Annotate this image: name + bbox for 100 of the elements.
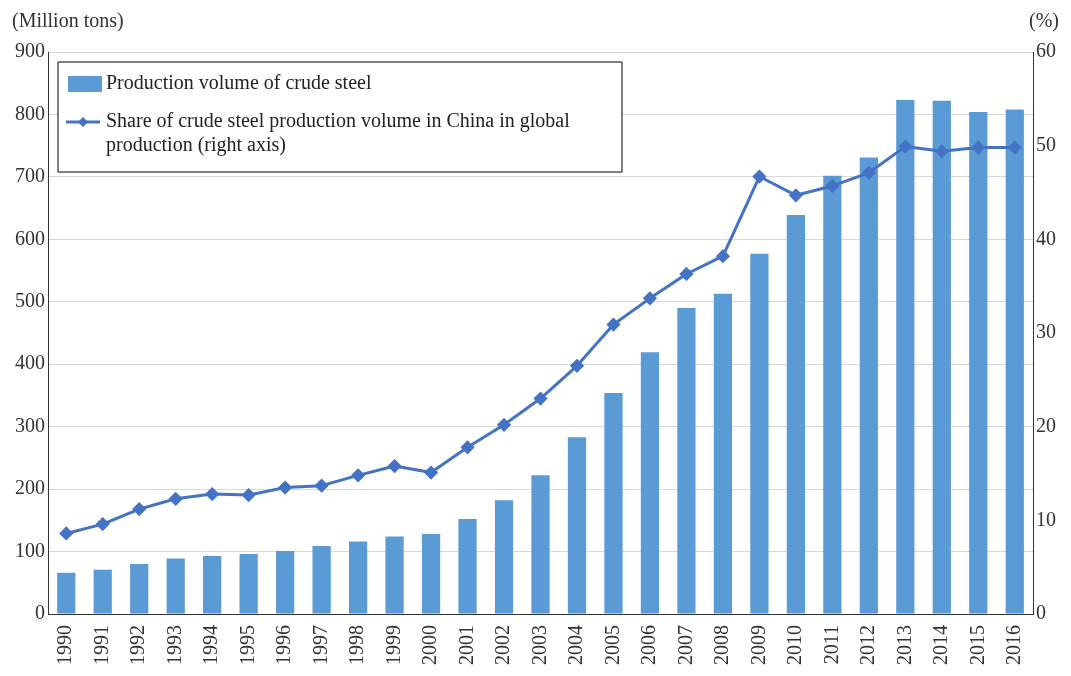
y-axis-title: (Million tons)	[12, 9, 124, 33]
y-tick-label: 300	[15, 413, 45, 436]
legend-label: Share of crude steel production volume in China in global production (right axis)	[106, 109, 571, 157]
bar	[567, 437, 587, 614]
point	[935, 144, 949, 158]
bar	[713, 293, 733, 614]
bar	[312, 545, 331, 614]
x-tick-label: 1991	[89, 625, 112, 665]
point	[752, 170, 766, 184]
x-tick-label: 2015	[965, 625, 988, 665]
x-tick-label: 2016	[1002, 625, 1025, 665]
y-tick-label: 100	[15, 538, 45, 561]
bar	[786, 214, 805, 614]
bar	[239, 554, 258, 614]
y2-tick-label: 0	[1036, 601, 1046, 624]
point	[461, 440, 475, 454]
x-tick-label: 1993	[162, 625, 185, 665]
x-tick-label: 2013	[892, 625, 915, 665]
point	[96, 517, 110, 531]
y-tick-label: 0	[35, 601, 45, 624]
bar	[604, 392, 623, 614]
bar	[421, 534, 441, 614]
x-tick-label: 2005	[600, 625, 623, 665]
x-tick-label: 1998	[345, 625, 368, 665]
y-tick-label: 800	[15, 101, 45, 124]
x-tick-label: 1992	[126, 625, 149, 665]
bar	[130, 564, 149, 614]
y-tick-label: 500	[15, 289, 45, 312]
y2-tick-label: 60	[1036, 39, 1056, 62]
y2-tick-label: 30	[1036, 320, 1056, 343]
bar	[932, 100, 951, 614]
x-tick-label: 2002	[491, 625, 514, 665]
bar	[276, 550, 295, 614]
point	[59, 526, 73, 540]
bar	[458, 519, 477, 614]
x-tick-label: 1996	[272, 625, 295, 665]
y-tick-label: 200	[15, 476, 45, 499]
x-tick-label: 2010	[783, 625, 806, 665]
y2-tick-label: 40	[1036, 226, 1056, 249]
x-tick-label: 1997	[308, 625, 331, 665]
y-tick-label: 400	[15, 351, 45, 374]
y-tick-label: 900	[15, 39, 45, 62]
x-tick-label: 2006	[637, 625, 660, 665]
bar	[750, 253, 769, 614]
point	[169, 492, 183, 506]
bar	[57, 572, 76, 614]
point	[570, 359, 584, 373]
legend-label: Production volume of crude steel	[106, 71, 372, 94]
bar	[348, 541, 368, 614]
point	[898, 140, 912, 154]
bar	[640, 352, 660, 614]
bar	[823, 175, 842, 614]
y2-tick-label: 50	[1036, 132, 1056, 155]
x-tick-label: 2001	[454, 625, 477, 665]
x-tick-label: 2000	[418, 625, 441, 665]
y-tick-label: 700	[15, 164, 45, 187]
bar	[896, 100, 915, 614]
y2-tick-label: 20	[1036, 413, 1056, 436]
point	[862, 166, 876, 180]
point	[388, 459, 402, 473]
x-tick-label: 1995	[235, 625, 258, 665]
point	[971, 141, 985, 155]
point	[789, 188, 803, 202]
bar	[677, 308, 696, 614]
bar	[1005, 109, 1024, 614]
y-tick-label: 600	[15, 226, 45, 249]
x-tick-label: 2009	[746, 625, 769, 665]
point	[643, 291, 657, 305]
bar	[969, 111, 988, 614]
bar	[93, 569, 112, 614]
point	[315, 479, 329, 493]
bar	[166, 558, 185, 614]
x-tick-label: 1994	[199, 625, 222, 665]
point	[716, 249, 730, 263]
point	[497, 418, 511, 432]
point	[205, 487, 219, 501]
point	[1008, 141, 1022, 155]
point	[825, 179, 839, 193]
x-tick-label: 2011	[819, 625, 842, 665]
point	[534, 392, 547, 406]
y2-tick-label: 10	[1036, 507, 1056, 530]
bar	[531, 475, 550, 614]
point	[424, 466, 438, 480]
point	[132, 502, 146, 516]
point	[242, 488, 256, 502]
x-tick-label: 2007	[673, 625, 696, 665]
x-tick-label: 2004	[564, 625, 587, 665]
x-tick-label: 2014	[929, 625, 952, 665]
x-tick-label: 2012	[856, 625, 879, 665]
x-tick-label: 2003	[527, 625, 550, 665]
point	[606, 318, 620, 332]
bar	[859, 157, 878, 614]
bar	[494, 500, 514, 614]
y2-axis-title: (%)	[1029, 9, 1059, 33]
point	[278, 481, 292, 495]
bar	[385, 536, 404, 614]
point	[679, 267, 693, 281]
point	[351, 468, 365, 482]
x-tick-label: 1990	[53, 625, 76, 665]
bar	[203, 555, 222, 614]
